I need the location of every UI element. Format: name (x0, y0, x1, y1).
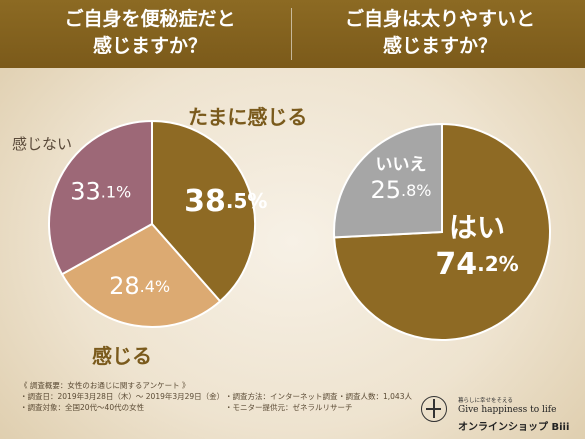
category-label-kanjiru: 感じる (92, 344, 152, 368)
pie1-slice-3 (48, 119, 153, 276)
survey-monitor: ・モニター提供元：ゼネラルリサーチ (225, 403, 353, 412)
pie2-value-label-1: 74.2% (435, 246, 518, 281)
right-question-title: ご自身は太りやすいと 感じますか？ (344, 8, 535, 57)
pie2-category-label-1: はい (449, 211, 505, 244)
header-bar: ご自身を便秘症だと 感じますか？ ご自身は太りやすいと 感じますか？ (0, 0, 585, 68)
pie1-slice-2 (60, 222, 222, 329)
pie1-slice-1 (151, 119, 256, 303)
survey-title: 《 調査概要：女性のお通じに関するアンケート 》 (20, 381, 190, 390)
pie1-value-label-2: 28.4% (109, 272, 170, 300)
survey-target: ・調査対象：全国20代〜40代の女性 (20, 403, 145, 412)
brand-shop-name: オンラインショップ Biii (458, 422, 570, 433)
pie1-value-label-1: 38.5% (184, 184, 267, 219)
brand-tagline: Give happiness to life (458, 405, 557, 415)
header-divider (291, 8, 292, 60)
survey-date: ・調査日：2019年3月28日（木）〜 2019年3月29日（金） (20, 392, 225, 401)
brand-small-text: 暮らしに幸せをそえる (458, 398, 513, 404)
pie2-category-label-2: いいえ (376, 155, 427, 175)
survey-method: ・調査方法：インターネット調査 (225, 392, 338, 401)
left-question-title: ご自身を便秘症だと 感じますか？ (64, 8, 236, 57)
pie2-slice-2 (333, 122, 443, 239)
brand-logo-icon (421, 396, 447, 422)
pie2-value-label-2: 25.8% (370, 176, 431, 204)
survey-count: ・調査人数：1,043人 (338, 392, 412, 401)
category-label-kanjinai: 感じない (12, 135, 73, 153)
category-label-tamani: たまに感じる (188, 105, 308, 129)
pie1-value-label-3: 33.1% (70, 178, 131, 206)
